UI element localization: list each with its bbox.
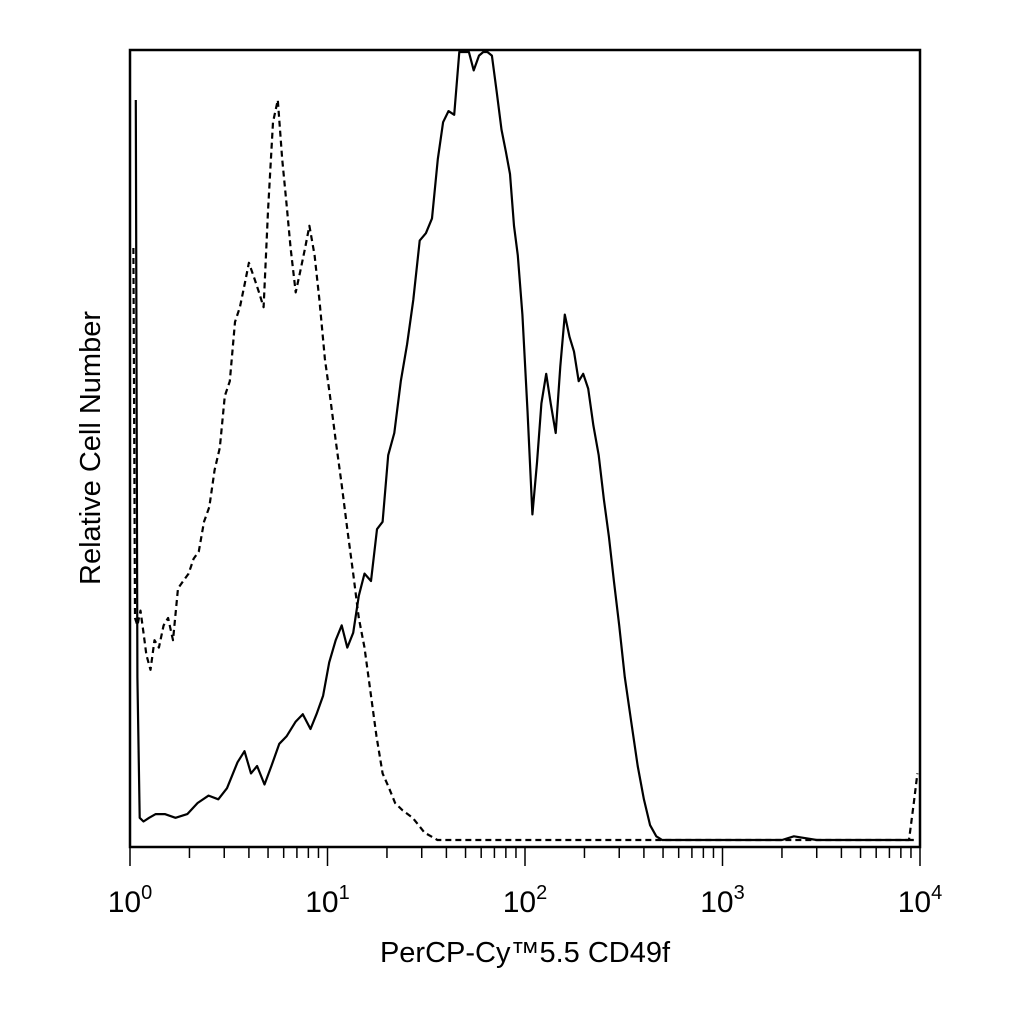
x-tick-label: 102 [503, 882, 548, 919]
x-tick-label: 101 [305, 882, 350, 919]
x-tick-label: 103 [700, 882, 745, 919]
y-axis-label: Relative Cell Number [75, 311, 107, 585]
x-axis: 100 101 102 103 104 [108, 847, 943, 919]
series-dashed-line [132, 98, 919, 842]
plot-frame [128, 48, 922, 849]
x-axis-label: PerCP-Cy™5.5 CD49f [380, 937, 671, 969]
series-solid-line [134, 50, 914, 842]
series-layer [132, 50, 919, 842]
x-tick-label: 104 [898, 882, 943, 919]
x-tick-label: 100 [108, 882, 153, 919]
